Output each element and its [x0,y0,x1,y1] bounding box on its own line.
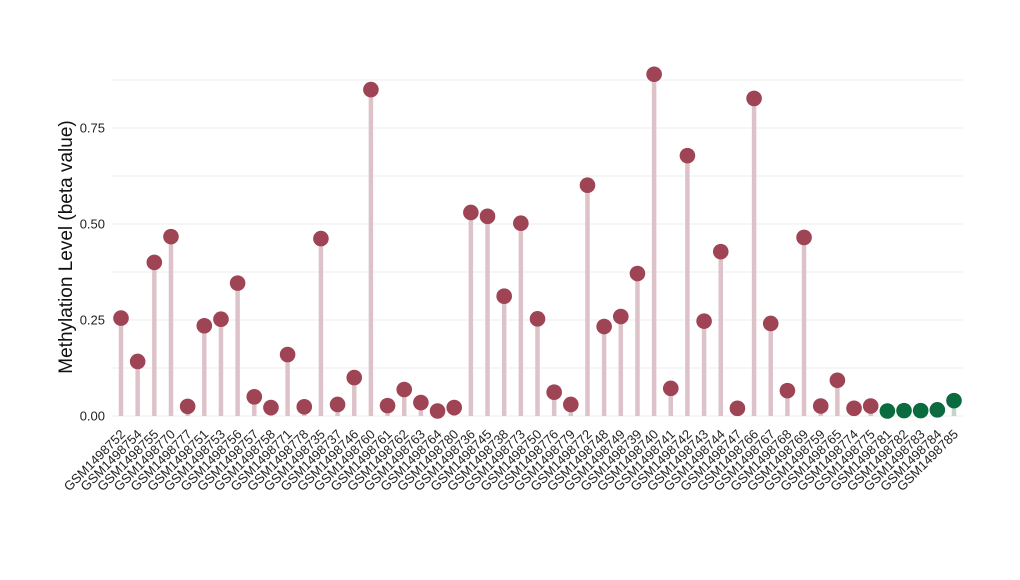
lollipop-point [762,315,779,332]
lollipop-point [646,66,662,83]
lollipop-point [346,369,363,386]
lollipop-point [263,399,279,416]
lollipop-point [529,311,546,327]
lollipop-stems [118,74,957,416]
lollipop-point [146,254,163,271]
lollipop-point [246,389,263,405]
y-tick-label: 0.50 [80,217,105,232]
lollipop-point [463,204,479,221]
lollipop-point [196,317,213,334]
lollipop-point [812,398,829,414]
lollipop-point [213,311,229,328]
lollipop-point [929,402,946,418]
lollipop-point [696,313,712,329]
lollipop-point [912,402,929,419]
lollipop-point [279,346,296,363]
lollipop-point [229,275,246,291]
lollipop-point [396,381,413,398]
y-axis-title: Methylation Level (beta value) [56,120,77,373]
lollipop-point [363,81,379,98]
lollipop-point [896,402,912,419]
lollipop-point [446,399,463,416]
lollipop-point [729,400,746,417]
lollipop-point [746,90,762,107]
lollipop-point [712,243,729,260]
lollipop-point [629,265,646,282]
lollipop-point [496,288,512,304]
lollipop-point [613,308,629,325]
lollipop-point [163,228,179,245]
x-axis-ticks: GSM1498752GSM1498754GSM1498755GSM1498770… [61,427,961,494]
y-tick-label: 0.00 [80,409,105,424]
y-tick-label: 0.75 [80,121,105,136]
lollipop-point [796,229,812,246]
lollipop-point [179,398,196,415]
y-axis-ticks: 0.00 0.25 0.50 0.75 [80,121,105,424]
lollipop-point [546,384,562,400]
lollipop-point [313,230,329,247]
lollipop-point [563,396,579,413]
lollipop-point [579,177,596,194]
lollipop-point [429,403,446,419]
lollipop-point [479,208,496,225]
lollipop-point [596,318,612,335]
lollipop-point [862,398,879,414]
lollipop-point [129,353,146,370]
y-tick-label: 0.25 [80,313,105,328]
lollipop-point [779,382,796,399]
lollipop-point [513,215,529,232]
lollipop-point [829,372,846,389]
lollipop-point [413,394,429,411]
lollipop-point [879,403,896,419]
lollipop-point [329,396,346,413]
lollipop-point [946,392,962,409]
lollipop-points [113,66,962,419]
lollipop-point [679,147,696,164]
lollipop-point [379,397,396,414]
lollipop-point [113,310,129,326]
lollipop-point [846,400,862,417]
lollipop-point [296,398,313,415]
lollipop-point [662,380,679,397]
